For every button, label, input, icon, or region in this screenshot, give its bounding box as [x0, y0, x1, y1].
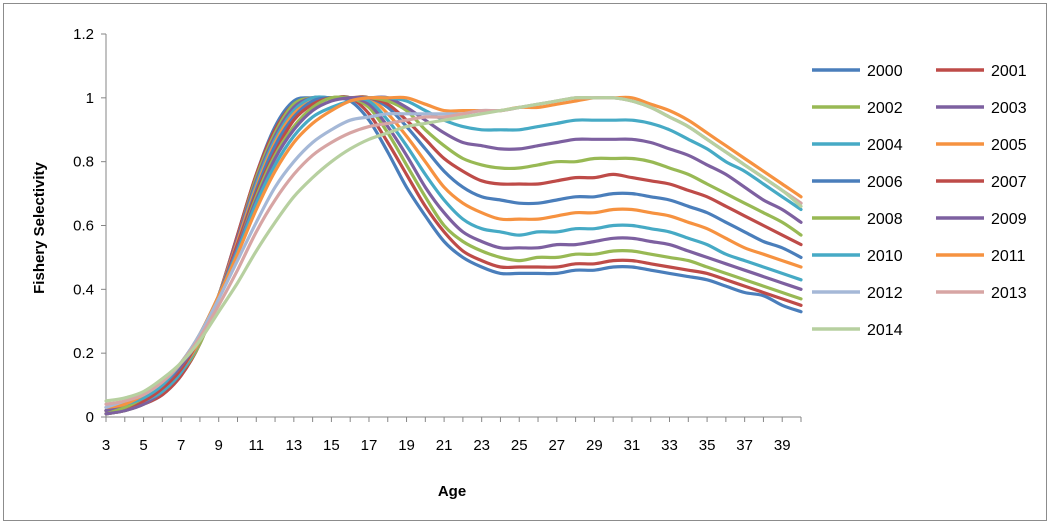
legend-label-2002: 2002: [867, 100, 903, 117]
x-tick-label: 33: [661, 437, 678, 454]
x-tick-label: 37: [736, 437, 753, 454]
x-tick-label: 19: [398, 437, 415, 454]
legend-label-2009: 2009: [991, 211, 1027, 228]
legend-label-2010: 2010: [867, 248, 903, 265]
legend-label-2007: 2007: [991, 174, 1027, 191]
legend-label-2004: 2004: [867, 137, 903, 154]
legend-label-2000: 2000: [867, 63, 903, 80]
legend-label-2003: 2003: [991, 100, 1027, 117]
legend-label-2006: 2006: [867, 174, 903, 191]
x-axis-title: Age: [438, 483, 466, 500]
x-tick-label: 23: [473, 437, 490, 454]
y-tick-label: 0.4: [73, 281, 94, 298]
y-tick-label: 1.2: [73, 26, 94, 43]
x-tick-label: 17: [361, 437, 378, 454]
x-tick-label: 15: [323, 437, 340, 454]
x-tick-label: 35: [699, 437, 716, 454]
y-tick-label: 1: [86, 90, 94, 107]
x-tick-label: 3: [102, 437, 110, 454]
chart-frame: 0 0.2 0.4 0.6 0.8 1 1.2 3 5 7 9 11 13 15 17 19 21 23 25 27 2…: [3, 3, 1047, 521]
legend-label-2008: 2008: [867, 211, 903, 228]
x-tick-label: 21: [436, 437, 453, 454]
legend: 2000 2001 2002 2003 2004 2005 2006 2007 2008 2009…: [812, 63, 1027, 339]
legend-label-2011: 2011: [991, 248, 1026, 265]
x-tick-label: 31: [624, 437, 641, 454]
line-chart: 00.20.40.60.811.23 5 7 9 11 13 15 17 19 21 23 25 27 2…: [31, 26, 1027, 500]
legend-label-2005: 2005: [991, 137, 1027, 154]
series-lines: [104, 95, 803, 416]
y-tick-label: 0: [86, 409, 94, 426]
x-tick-label: 39: [774, 437, 791, 454]
legend-label-2013: 2013: [991, 285, 1027, 302]
series-line-2014: [104, 95, 803, 403]
legend-label-2001: 2001: [991, 63, 1027, 80]
y-tick-label: 0.6: [73, 218, 94, 235]
axes: 00.20.40.60.811.23 5 7 9 11 13 15 17 19 21 23 25 27 2…: [73, 26, 802, 454]
x-tick-label: 9: [215, 437, 223, 454]
legend-label-2012: 2012: [867, 285, 903, 302]
x-tick-label: 29: [586, 437, 603, 454]
x-tick-label: 5: [139, 437, 147, 454]
legend-label-2014: 2014: [867, 322, 903, 339]
x-tick-label: 27: [548, 437, 565, 454]
y-axis-title: Fishery Selectivity: [31, 161, 48, 293]
x-tick-label: 13: [285, 437, 302, 454]
x-tick-label: 11: [248, 437, 264, 454]
y-tick-label: 0.2: [73, 345, 94, 362]
x-tick-label: 25: [511, 437, 528, 454]
y-tick-label: 0.8: [73, 154, 94, 171]
x-tick-label: 7: [177, 437, 185, 454]
